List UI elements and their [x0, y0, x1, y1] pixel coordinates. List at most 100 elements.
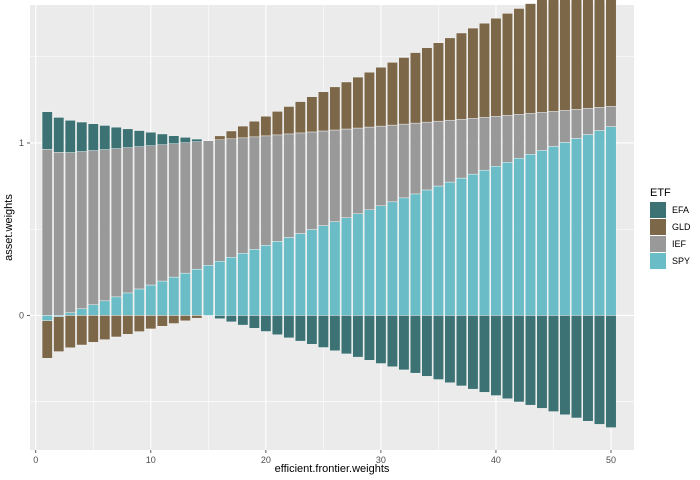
bar-spy: [433, 185, 444, 316]
bar-gld: [214, 135, 226, 141]
legend-label-ief: IEF: [672, 239, 687, 249]
bar-gld: [41, 320, 53, 359]
bar-spy: [110, 296, 122, 316]
bar-gld: [582, 0, 594, 109]
bar-spy: [467, 173, 479, 316]
legend-label-efa: EFA: [672, 205, 689, 215]
bar-ief: [444, 119, 456, 183]
bar-ief: [536, 112, 548, 151]
bar-ief: [156, 144, 168, 282]
bar-spy: [248, 249, 260, 316]
bar-spy: [87, 304, 99, 316]
x-tick-label: 10: [146, 455, 156, 465]
bar-spy: [271, 241, 283, 316]
bar-ief: [502, 115, 513, 163]
bar-spy: [582, 134, 594, 316]
bar-spy: [99, 300, 111, 316]
bar-ief: [398, 123, 410, 199]
bar-efa: [364, 315, 375, 361]
bar-gld: [122, 315, 134, 335]
bar-efa: [571, 315, 582, 419]
bar-efa: [133, 130, 145, 147]
bar-efa: [179, 137, 191, 143]
bar-gld: [456, 32, 467, 120]
bar-efa: [513, 315, 525, 403]
bar-spy: [364, 209, 375, 316]
ticks: 0 10 20 30 40 50 0 1: [19, 138, 616, 465]
bar-spy: [559, 142, 571, 316]
legend-key-efa: [650, 202, 666, 218]
y-tick-label: 1: [19, 138, 24, 148]
legend-key-ief: [650, 236, 666, 252]
bar-ief: [133, 146, 145, 290]
bar-spy: [513, 158, 525, 316]
bar-spy: [410, 193, 421, 316]
bar-efa: [225, 315, 237, 323]
bar-gld: [329, 86, 341, 131]
bar-efa: [271, 315, 283, 335]
bar-ief: [122, 147, 134, 294]
bar-ief: [594, 107, 605, 131]
bar-efa: [99, 125, 111, 150]
bar-ief: [410, 122, 421, 195]
bar-gld: [571, 0, 582, 110]
bar-gld: [283, 106, 295, 135]
bar-efa: [110, 126, 122, 149]
bar-ief: [605, 106, 617, 127]
bar-spy: [456, 177, 467, 316]
bar-ief: [283, 133, 295, 238]
bar-spy: [41, 315, 53, 321]
bar-ief: [76, 151, 88, 309]
bar-ief: [525, 113, 536, 155]
bar-efa: [502, 315, 513, 399]
bar-gld: [306, 96, 318, 133]
bar-efa: [559, 315, 571, 415]
bar-efa: [122, 128, 134, 148]
bar-efa: [87, 123, 99, 151]
bar-gld: [364, 71, 375, 128]
bar-ief: [64, 152, 76, 313]
bar-efa: [76, 121, 88, 152]
bar-gld: [156, 315, 168, 327]
bar-spy: [64, 312, 76, 316]
bar-gld: [513, 8, 525, 115]
bar-spy: [490, 165, 502, 316]
x-axis-title: efficient.frontier.weights: [275, 463, 390, 475]
bar-spy: [548, 146, 559, 316]
bar-gld: [594, 0, 605, 108]
bar-gld: [479, 22, 490, 118]
bar-spy: [605, 126, 617, 316]
bar-ief: [99, 149, 111, 302]
bar-efa: [456, 315, 467, 387]
bar-spy: [168, 276, 180, 316]
bar-ief: [191, 141, 203, 270]
bar-spy: [329, 221, 341, 316]
legend-label-spy: SPY: [672, 256, 690, 266]
bar-gld: [225, 130, 237, 140]
bar-ief: [421, 121, 433, 191]
bar-spy: [283, 237, 295, 316]
bar-efa: [306, 315, 318, 345]
bar-efa: [421, 315, 433, 377]
bar-gld: [271, 111, 283, 136]
bar-efa: [490, 315, 502, 396]
bar-gld: [179, 315, 191, 322]
bar-gld: [53, 316, 65, 352]
y-axis-title: asset.weights: [3, 194, 15, 261]
bar-efa: [433, 315, 444, 380]
bar-efa: [41, 111, 53, 150]
bar-ief: [271, 134, 283, 242]
bar-ief: [260, 135, 272, 246]
bar-ief: [214, 139, 226, 262]
bar-spy: [375, 205, 387, 316]
bar-ief: [490, 116, 502, 167]
bar-ief: [341, 128, 352, 218]
bar-ief: [548, 111, 559, 147]
bar-efa: [548, 315, 559, 412]
bar-ief: [375, 125, 387, 206]
bar-spy: [502, 162, 513, 316]
bar-spy: [260, 245, 272, 316]
bar-efa: [53, 117, 65, 153]
bar-efa: [605, 315, 617, 428]
bar-ief: [479, 117, 490, 171]
